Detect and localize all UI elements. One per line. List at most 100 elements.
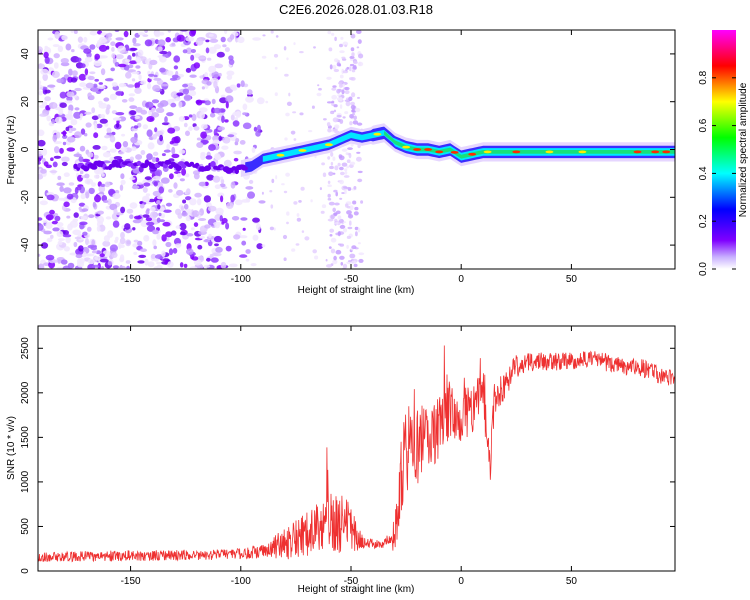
spectrogram-noise-cell (222, 136, 231, 144)
spectrogram-noise-cell (273, 53, 279, 58)
spectrogram-noise-cell (335, 210, 341, 215)
ridge-signal-cell (175, 165, 182, 172)
spectrogram-noise-cell (129, 214, 134, 219)
spectrogram-noise-cell (52, 161, 58, 168)
spectrogram-noise-cell (139, 201, 143, 205)
spectrogram-noise-cell (156, 261, 162, 265)
spectrogram-noise-cell (212, 252, 219, 257)
spectrogram-noise-cell (112, 265, 119, 269)
spectrogram-noise-cell (224, 119, 229, 123)
spectrogram-noise-cell (326, 76, 332, 80)
spectrogram-noise-cell (152, 239, 157, 247)
spectrogram-noise-cell (62, 141, 67, 146)
snr-y-tick-label: 2000 (20, 381, 31, 404)
spectrogram-noise-cell (194, 192, 202, 198)
spectrogram-noise-cell (85, 82, 94, 89)
spectrogram-noise-cell (56, 266, 64, 269)
spectrogram-noise-cell (340, 262, 344, 266)
spectrogram-noise-cell (209, 112, 216, 118)
spectrogram-noise-cell (193, 259, 202, 266)
spectrogram-noise-cell (63, 246, 70, 252)
spectrogram-noise-cell (353, 211, 359, 216)
spectrogram-noise-cell (144, 30, 148, 34)
spectrogram-noise-cell (57, 45, 64, 52)
spectrogram-noise-cell (133, 125, 139, 129)
spectrogram-y-tick-label: 20 (20, 96, 31, 108)
spectrogram-noise-cell (220, 261, 227, 269)
spectrogram-noise-cell (357, 39, 362, 44)
ridge-hot-cell (633, 150, 642, 154)
spectrogram-noise-cell (131, 71, 140, 75)
spectrogram-noise-cell (346, 165, 350, 169)
spectrogram-noise-cell (314, 255, 319, 260)
spectrogram-noise-cell (80, 63, 86, 69)
spectrogram-noise-cell (84, 68, 89, 76)
spectrogram-noise-cell (345, 203, 349, 208)
spectrogram-noise-cell (175, 243, 182, 247)
spectrogram-noise-cell (166, 70, 174, 76)
spectrogram-noise-cell (291, 248, 296, 252)
spectrogram-noise-cell (193, 126, 200, 131)
spectrogram-noise-cell (63, 172, 70, 177)
spectrogram-noise-cell (129, 202, 138, 209)
spectrogram-noise-cell (351, 52, 355, 57)
spectrogram-noise-cell (208, 46, 217, 54)
spectrogram-noise-cell (333, 68, 340, 73)
spectrogram-noise-cell (128, 93, 136, 97)
spectrogram-noise-cell (328, 47, 333, 52)
spectrogram-noise-cell (38, 253, 41, 257)
spectrogram-noise-cell (38, 217, 43, 221)
spectrogram-noise-cell (114, 239, 118, 244)
spectrogram-noise-cell (115, 91, 123, 96)
spectrogram-noise-cell (256, 243, 264, 250)
spectrogram-noise-cell (349, 253, 356, 259)
spectrogram-noise-cell (129, 177, 136, 181)
spectrogram-noise-cell (51, 71, 60, 78)
spectrogram-noise-cell (159, 100, 169, 107)
spectrogram-noise-cell (163, 209, 172, 213)
spectrogram-noise-cell (299, 51, 304, 54)
spectrogram-noise-cell (349, 161, 356, 166)
spectrogram-noise-cell (158, 186, 165, 194)
spectrogram-noise-cell (157, 39, 166, 47)
spectrogram-noise-cell (145, 193, 151, 197)
spectrogram-noise-cell (351, 260, 357, 264)
spectrogram-noise-cell (115, 112, 125, 116)
spectrogram-noise-cell (115, 54, 124, 60)
spectrogram-noise-cell (252, 217, 260, 223)
spectrogram-noise-cell (43, 161, 49, 167)
spectrogram-noise-cell (182, 88, 190, 95)
spectrogram-noise-cell (133, 215, 142, 220)
spectrogram-noise-cell (286, 57, 289, 61)
spectrogram-noise-cell (185, 173, 190, 178)
spectrogram-noise-cell (342, 263, 348, 269)
spectrogram-noise-cell (128, 97, 135, 102)
spectrogram-noise-cell (98, 185, 106, 193)
spectrogram-noise-cell (347, 214, 354, 219)
spectrogram-noise-cell (350, 101, 355, 106)
spectrogram-noise-cell (332, 64, 337, 70)
spectrogram-noise-cell (131, 78, 136, 82)
spectrogram-noise-cell (334, 202, 340, 206)
spectrogram-noise-cell (84, 111, 92, 115)
spectrogram-noise-cell (99, 55, 108, 59)
spectrogram-noise-cell (138, 32, 145, 36)
spectrogram-x-tick-label: 0 (458, 274, 464, 285)
spectrogram-noise-cell (80, 128, 86, 135)
spectrogram-noise-cell (61, 35, 68, 41)
spectrogram-noise-cell (65, 236, 71, 244)
spectrogram-noise-cell (221, 115, 225, 123)
spectrogram-noise-cell (245, 186, 254, 190)
spectrogram-noise-cell (339, 74, 344, 79)
spectrogram-noise-cell (58, 238, 65, 242)
spectrogram-noise-cell (105, 33, 109, 40)
spectrogram-noise-cell (185, 196, 192, 201)
spectrogram-noise-cell (355, 231, 358, 237)
spectrogram-noise-cell (230, 181, 236, 189)
spectrogram-noise-cell (179, 262, 184, 268)
spectrogram-noise-cell (149, 211, 158, 219)
snr-x-tick-label: 50 (566, 576, 578, 587)
spectrogram-noise-cell (337, 162, 341, 167)
spectrogram-noise-cell (270, 30, 274, 34)
spectrogram-noise-cell (161, 234, 167, 242)
